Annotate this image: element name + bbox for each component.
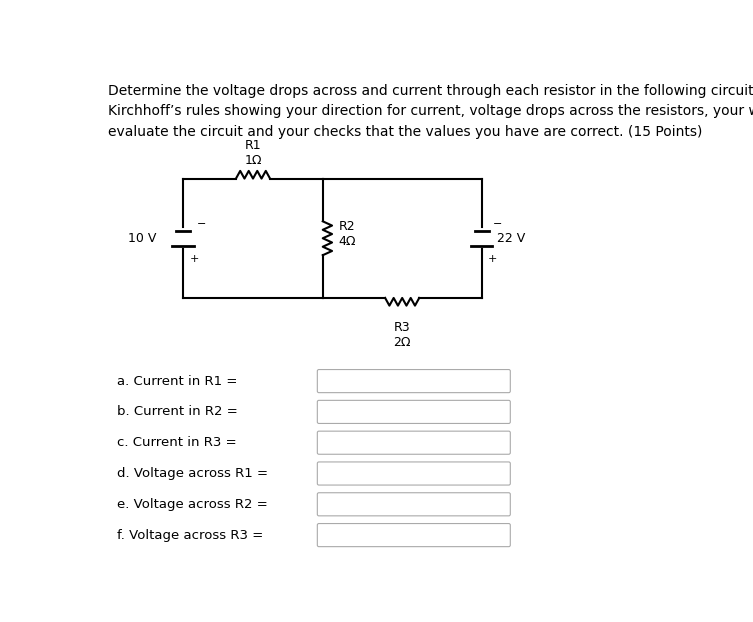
Text: R1
1Ω: R1 1Ω <box>244 139 262 167</box>
Text: Determine the voltage drops across and current through each resistor in the foll: Determine the voltage drops across and c… <box>108 84 753 139</box>
FancyBboxPatch shape <box>317 524 511 547</box>
FancyBboxPatch shape <box>317 493 511 516</box>
Text: 10 V: 10 V <box>128 232 156 245</box>
Text: +: + <box>190 254 199 264</box>
Text: d. Voltage across R1 =: d. Voltage across R1 = <box>117 467 268 480</box>
Text: b. Current in R2 =: b. Current in R2 = <box>117 406 238 419</box>
FancyBboxPatch shape <box>317 462 511 485</box>
Text: a. Current in R1 =: a. Current in R1 = <box>117 374 238 388</box>
Text: e. Voltage across R2 =: e. Voltage across R2 = <box>117 498 268 511</box>
Text: c. Current in R3 =: c. Current in R3 = <box>117 436 237 449</box>
Text: R3
2Ω: R3 2Ω <box>393 321 411 349</box>
Text: 22 V: 22 V <box>497 232 526 245</box>
Text: R2
4Ω: R2 4Ω <box>338 220 355 248</box>
Text: f. Voltage across R3 =: f. Voltage across R3 = <box>117 529 264 542</box>
Text: −: − <box>493 219 502 229</box>
Text: +: + <box>488 254 497 264</box>
FancyBboxPatch shape <box>317 431 511 454</box>
Text: −: − <box>197 219 206 229</box>
FancyBboxPatch shape <box>317 369 511 392</box>
FancyBboxPatch shape <box>317 401 511 424</box>
